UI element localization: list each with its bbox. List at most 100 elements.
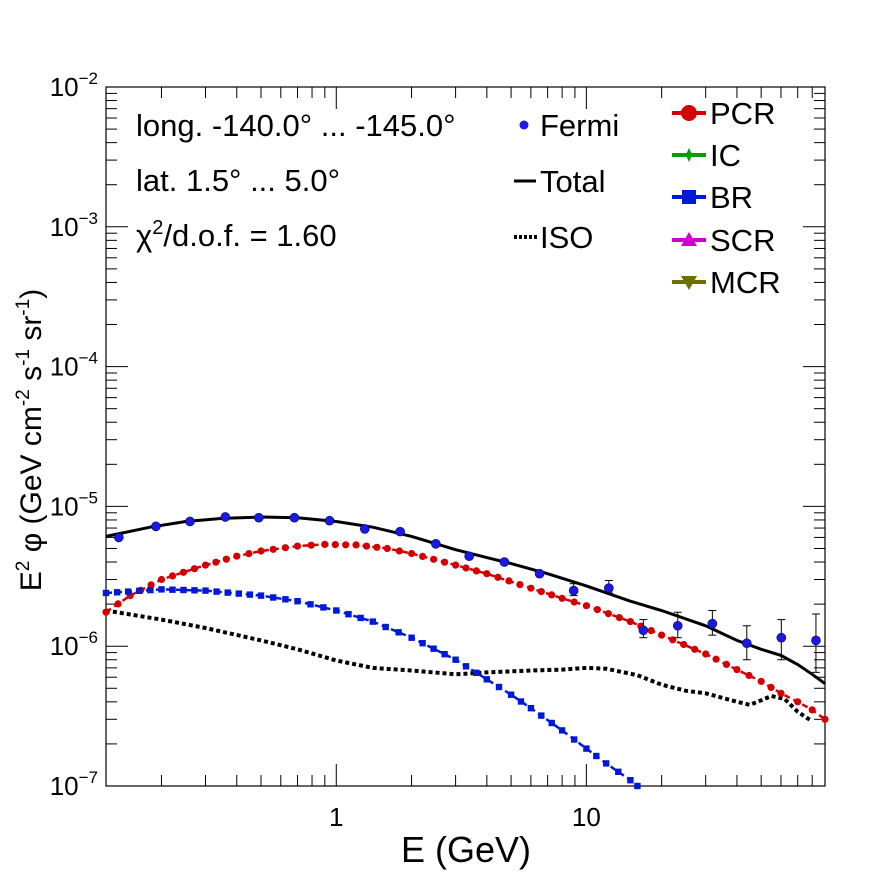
series-br-point bbox=[136, 587, 143, 594]
series-br-point bbox=[191, 587, 198, 594]
x-axis-title: E (GeV) bbox=[401, 829, 531, 870]
legend-br: BR bbox=[672, 180, 753, 215]
series-pcr-point bbox=[293, 542, 302, 550]
series-pcr-point bbox=[395, 547, 403, 555]
series-br-point bbox=[495, 683, 503, 691]
series-pcr-point bbox=[537, 588, 545, 596]
series-br-point bbox=[158, 586, 165, 593]
series-br-point bbox=[320, 604, 327, 611]
series-br-point bbox=[634, 782, 641, 790]
series-pcr-point bbox=[269, 545, 277, 553]
series-br-point bbox=[357, 614, 364, 622]
legend-pcr-label: PCR bbox=[710, 96, 775, 131]
series-br-point bbox=[452, 656, 459, 663]
series-br-point bbox=[202, 587, 209, 594]
series-total-line bbox=[105, 515, 826, 685]
series-pcr-point bbox=[212, 558, 220, 566]
series-layer bbox=[102, 515, 829, 790]
y-axis-title-superscript: 2 bbox=[13, 561, 34, 572]
series-pcr-point bbox=[647, 627, 655, 635]
series-pcr-point bbox=[722, 660, 731, 669]
series-pcr-point bbox=[342, 541, 350, 549]
series-pcr-point bbox=[352, 541, 360, 549]
legend-ic-marker bbox=[682, 148, 696, 162]
chi2-symbol: χ bbox=[136, 218, 152, 253]
series-pcr-point bbox=[245, 550, 253, 558]
series-pcr-point bbox=[430, 555, 438, 563]
annotation-chi2: χ2/d.o.f. = 1.60 bbox=[136, 217, 337, 253]
series-br-point bbox=[408, 634, 415, 641]
fermi-point bbox=[289, 512, 300, 523]
fermi-data-points bbox=[113, 512, 821, 673]
series-pcr-point bbox=[281, 544, 289, 552]
series-br-point bbox=[430, 645, 437, 652]
series-br-point bbox=[419, 640, 426, 647]
series-pcr-point bbox=[593, 606, 602, 614]
fermi-point bbox=[638, 625, 649, 636]
legend-total: Total bbox=[514, 164, 605, 199]
series-br-point bbox=[246, 591, 254, 598]
legend-br-marker bbox=[682, 190, 696, 204]
series-pcr-point bbox=[794, 698, 802, 706]
series-pcr-point bbox=[604, 610, 613, 618]
series-pcr-point bbox=[777, 689, 785, 697]
series-pcr-point bbox=[147, 581, 155, 589]
fermi-point bbox=[811, 635, 821, 646]
y-axis-title-superscript: -1 bbox=[13, 349, 34, 366]
y-tick-base: 10 bbox=[50, 212, 79, 242]
y-axis-title-text: ) bbox=[15, 289, 48, 299]
legend-mcr-label: MCR bbox=[710, 265, 781, 300]
series-pcr-point bbox=[383, 544, 391, 553]
series-br-point bbox=[382, 623, 389, 631]
fermi-point bbox=[151, 521, 161, 532]
series-br-point bbox=[517, 698, 525, 705]
series-pcr-point bbox=[658, 631, 666, 639]
series-br-point bbox=[603, 760, 610, 767]
chi2-text: /d.o.f. = 1.60 bbox=[163, 218, 336, 253]
legend-mcr-marker bbox=[681, 276, 697, 290]
y-axis-title-text: E bbox=[15, 571, 48, 591]
series-br-point bbox=[483, 676, 490, 683]
series-br-point bbox=[558, 727, 566, 734]
series-pcr-point bbox=[712, 655, 720, 663]
y-tick-label: 10−7 bbox=[50, 768, 98, 801]
legend-iso: ISO bbox=[514, 220, 593, 255]
fermi-point bbox=[672, 620, 683, 631]
y-tick-base: 10 bbox=[50, 771, 79, 801]
fermi-point bbox=[534, 568, 545, 579]
series-pcr-point bbox=[558, 594, 566, 602]
fermi-point bbox=[568, 585, 579, 596]
y-tick-exponent: −4 bbox=[79, 349, 98, 368]
series-pcr-point bbox=[615, 614, 624, 622]
series-br-point bbox=[571, 736, 578, 743]
series-pcr-point bbox=[373, 543, 381, 551]
series-pcr-point bbox=[179, 568, 188, 576]
legend-fermi: Fermi bbox=[519, 108, 619, 143]
chi2-exponent: 2 bbox=[152, 217, 163, 239]
series-pcr-point bbox=[331, 541, 339, 549]
legend-pcr: PCR bbox=[672, 96, 775, 131]
fermi-point bbox=[707, 618, 718, 629]
legend-fermi-label: Fermi bbox=[540, 108, 619, 143]
series-pcr-point bbox=[362, 542, 371, 550]
series-pcr-point bbox=[767, 683, 775, 692]
series-pcr-point bbox=[680, 640, 688, 649]
series-pcr-point bbox=[257, 547, 265, 555]
series-pcr-point bbox=[157, 575, 166, 584]
y-tick-exponent: −7 bbox=[79, 768, 98, 787]
legend-total-label: Total bbox=[540, 164, 605, 199]
series-br-point bbox=[180, 586, 187, 594]
legend-scr: SCR bbox=[672, 223, 775, 258]
fermi-point bbox=[604, 583, 614, 593]
series-br-point bbox=[473, 669, 480, 676]
series-pcr-point bbox=[548, 591, 556, 599]
fermi-point bbox=[254, 512, 264, 523]
series-br-point bbox=[593, 752, 600, 760]
y-axis-title-text: φ (GeV cm bbox=[15, 406, 48, 560]
annotation-longitude: long. -140.0° ... -145.0° bbox=[136, 108, 456, 143]
series-pcr-point bbox=[505, 577, 513, 585]
fermi-point bbox=[113, 532, 124, 543]
plot-frame bbox=[105, 86, 826, 787]
